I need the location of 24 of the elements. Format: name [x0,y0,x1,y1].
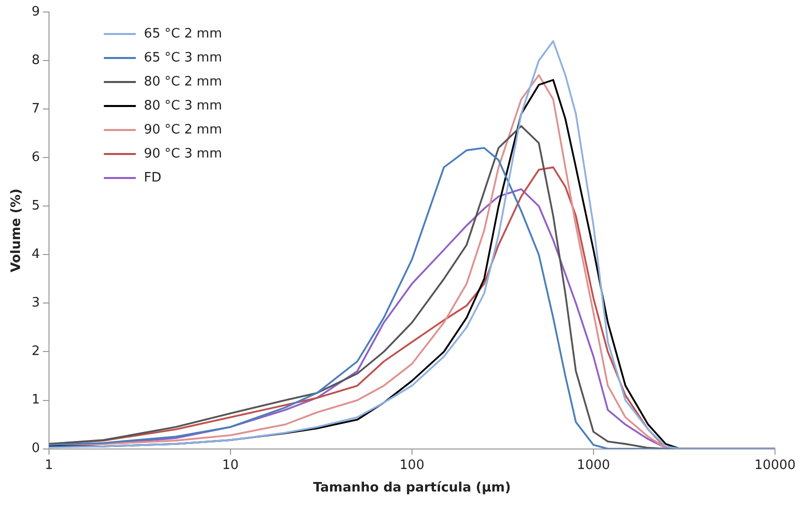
legend-label: 65 °C 3 mm [144,50,222,66]
legend-label: 80 °C 3 mm [144,98,222,114]
y-tick-label: 6 [32,150,40,165]
y-tick-label: 4 [32,247,40,262]
y-tick-label: 5 [32,198,40,214]
legend-label: 90 °C 2 mm [144,122,222,138]
x-tick-label: 1000 [576,458,610,473]
x-tick-label: 1 [44,458,54,473]
y-tick-label: 7 [32,101,40,116]
y-tick-label: 9 [32,4,40,20]
x-tick-label: 10000 [754,458,796,473]
y-tick-label: 8 [32,52,40,68]
legend-label: 90 °C 3 mm [144,146,222,162]
y-tick-label: 3 [32,296,40,311]
x-tick-label: 100 [400,458,424,473]
y-tick-label: 2 [32,344,40,360]
legend-label: FD [144,170,162,186]
legend-label: 80 °C 2 mm [144,74,222,90]
y-axis-title: Volume (%) [9,188,24,272]
y-tick-label: 0 [32,441,40,456]
x-axis-title: Tamanho da partícula (µm) [313,480,511,496]
y-tick-label: 1 [32,392,40,408]
x-tick-label: 10 [222,458,239,473]
legend-label: 65 °C 2 mm [144,26,222,42]
